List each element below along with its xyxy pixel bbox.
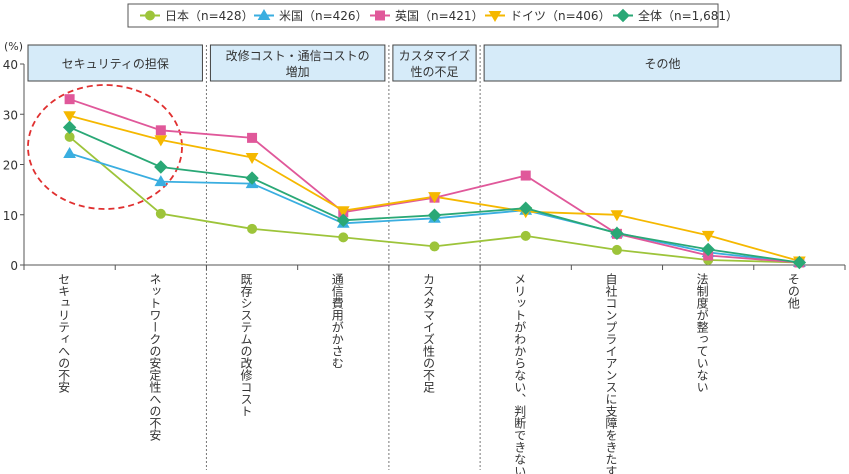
group-label: 増加: [286, 65, 310, 79]
group-label: 性の不足: [410, 65, 458, 79]
x-category-labels: セキュリティへの不安 ネットワークの安定性への不安 既存システムの改修コスト 通信費用…: [57, 273, 801, 474]
group-box: セキュリティの担保: [27, 44, 203, 82]
highlight-ellipse-shape: [27, 84, 183, 210]
data-point: [519, 201, 533, 215]
data-point: [520, 230, 531, 241]
group-label: 改修コスト・通信コストの: [226, 48, 370, 63]
data-point: [155, 125, 166, 136]
data-point: [701, 242, 715, 257]
legend-label: 英国（n=421）: [395, 9, 484, 23]
x-category-label: 自社コンプライアンスに支障をきたす: [604, 273, 618, 474]
data-point: [701, 230, 715, 242]
x-category-label: メリットがわからない、判断できない: [513, 273, 527, 474]
series-lines: [69, 98, 800, 264]
highlight-ellipse: [27, 84, 183, 210]
x-category-label: 既存システムの改修コスト: [239, 273, 253, 417]
legend-marker: [145, 10, 155, 21]
data-point: [154, 135, 168, 147]
group-label: カスタマイズ: [399, 48, 471, 63]
data-point: [427, 208, 442, 222]
data-point: [610, 210, 624, 222]
y-tick-label: 20: [3, 159, 18, 173]
data-point: [154, 160, 168, 174]
data-point: [428, 192, 441, 204]
data-point: [520, 170, 531, 181]
legend: 日本（n=428） 米国（n=426） 英国（n=421） ドイツ（n=406） 全体（…: [127, 3, 738, 28]
legend-label: 全体（n=1,681）: [638, 8, 738, 23]
group-box-rect: [392, 44, 477, 82]
group-box: その他: [483, 44, 842, 82]
x-category-label: ネットワークの安定性への不安: [148, 273, 162, 441]
y-tick-label: 40: [3, 58, 18, 72]
data-point: [247, 132, 258, 143]
data-point: [154, 175, 168, 187]
legend-box: [127, 3, 719, 28]
x-category-label: カスタマイズ性の不足: [422, 273, 436, 394]
data-point: [792, 255, 807, 270]
axes: 0 10 20 30 40: [3, 58, 846, 273]
data-point: [63, 146, 76, 158]
legend-label: ドイツ（n=406）: [510, 9, 611, 23]
legend-marker: [257, 9, 271, 20]
series-line: [69, 98, 800, 264]
x-category-label: 通信費用がかさむ: [330, 273, 344, 369]
data-point: [610, 226, 624, 241]
series-line: [69, 114, 800, 262]
data-point: [245, 171, 259, 185]
data-point: [338, 232, 349, 243]
legend-label: 米国（n=426）: [279, 9, 368, 23]
group-box-rect: [27, 44, 203, 82]
group-label: セキュリティの担保: [62, 57, 169, 71]
legend-marker: [375, 10, 385, 21]
group-separators: [205, 45, 481, 470]
series-markers: [62, 94, 807, 270]
y-tick-label: 30: [3, 108, 18, 122]
data-point: [62, 120, 77, 135]
data-point: [155, 208, 166, 219]
legend-marker: [616, 8, 630, 23]
data-point: [611, 244, 622, 255]
legend-marker: [488, 11, 502, 22]
y-tick-label: 0: [10, 259, 18, 273]
y-tick-label: 10: [3, 209, 18, 223]
x-category-label: 法制度が整っていない: [695, 273, 709, 393]
data-point: [245, 152, 259, 164]
data-point: [64, 94, 75, 105]
data-point: [429, 241, 440, 252]
data-point: [63, 111, 76, 123]
group-box: カスタマイズ性の不足: [392, 44, 477, 82]
data-point: [336, 206, 350, 218]
y-axis-unit-label: (%): [4, 40, 23, 53]
group-label: その他: [645, 57, 681, 71]
group-box-rect: [209, 44, 386, 82]
x-category-label: セキュリティへの不安: [57, 273, 71, 393]
group-box-rect: [483, 44, 842, 82]
data-point: [336, 213, 350, 227]
legend-label: 日本（n=428）: [165, 9, 254, 23]
data-point: [247, 223, 258, 234]
x-category-label: その他: [786, 273, 800, 309]
